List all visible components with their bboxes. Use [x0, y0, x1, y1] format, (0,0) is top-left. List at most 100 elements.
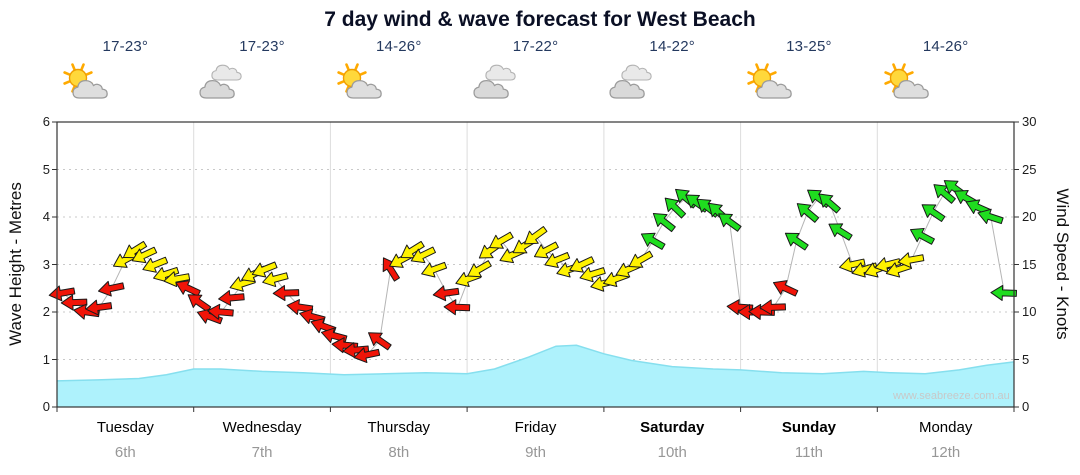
- day-date: 11th: [794, 444, 823, 461]
- wind-axis-tick: 25: [1022, 161, 1037, 177]
- wind-arrow: [772, 280, 799, 297]
- partly-sunny-icon: [881, 61, 1011, 105]
- day-header-tuesday: 17-23°: [60, 38, 190, 105]
- day-header-wednesday: 17-23°: [197, 38, 327, 105]
- wind-arrow: [579, 266, 606, 283]
- day-name-tuesday: Tuesday: [96, 419, 154, 436]
- wave-axis-tick: 1: [42, 351, 50, 367]
- wind-arrow: [131, 246, 158, 264]
- wind-axis-tick: 10: [1022, 304, 1037, 319]
- day-name-thursday: Thursday: [367, 419, 431, 436]
- wind-axis-tick: 5: [1022, 351, 1030, 367]
- day-name-friday: Friday: [514, 419, 557, 436]
- day-header-saturday: 14-22°: [607, 38, 737, 105]
- temperature-range: 14-26°: [922, 38, 969, 55]
- wind-arrow: [759, 299, 786, 316]
- day-date: 6th: [114, 444, 136, 461]
- wind-arrow: [533, 241, 559, 259]
- wind-arrow: [443, 299, 471, 316]
- cloud-icon: [756, 80, 792, 99]
- wind-arrow: [48, 285, 76, 302]
- wind-arrow: [262, 271, 289, 288]
- wave-axis-tick: 2: [42, 304, 50, 319]
- right-axis-title: Wind Speed - Knots: [1053, 188, 1072, 340]
- wind-arrow: [726, 299, 754, 316]
- temperature-range: 17-22°: [512, 38, 559, 55]
- wind-arrow: [467, 260, 492, 278]
- wind-arrow: [320, 327, 348, 344]
- cloud-icon: [609, 80, 646, 99]
- wind-arrow: [400, 240, 425, 259]
- wind-axis-tick: 30: [1022, 114, 1037, 129]
- cloudy-icon: [607, 61, 737, 105]
- wind-axis-tick: 20: [1022, 209, 1037, 224]
- day-date: 9th: [525, 444, 546, 461]
- day-header-sunday: 13-25°: [744, 38, 874, 105]
- wind-arrow: [196, 308, 223, 325]
- wind-arrow: [524, 226, 548, 245]
- day-header-monday: 14-26°: [881, 38, 1011, 105]
- temperature-range: 14-26°: [375, 38, 422, 55]
- wave-axis-tick: 3: [42, 256, 50, 272]
- wind-arrow: [718, 213, 742, 232]
- wind-arrow: [921, 204, 946, 222]
- wind-arrow: [640, 232, 666, 250]
- temperature-range: 14-22°: [649, 38, 695, 55]
- wind-arrow: [897, 252, 925, 269]
- wind-arrow: [85, 299, 113, 316]
- wind-arrow: [569, 256, 595, 273]
- day-name-sunday: Sunday: [781, 419, 837, 436]
- day-name-monday: Monday: [918, 419, 973, 436]
- day-date: 10th: [657, 444, 687, 461]
- wind-arrow: [342, 342, 370, 359]
- wind-arrow: [664, 197, 687, 219]
- temperature-range: 17-23°: [239, 38, 285, 55]
- wind-arrow: [175, 280, 201, 297]
- wind-arrow: [796, 203, 820, 223]
- wave-axis-tick: 4: [42, 209, 50, 224]
- day-name-wednesday: Wednesday: [222, 419, 302, 436]
- cloud-icon: [472, 80, 509, 99]
- wind-arrow: [432, 285, 460, 302]
- temperature-range: 13-25°: [786, 38, 832, 55]
- cloud-icon: [211, 64, 242, 81]
- wind-arrow: [97, 280, 125, 297]
- wave-axis-tick: 0: [42, 399, 50, 414]
- wind-arrow: [153, 266, 180, 283]
- wind-axis-tick: 0: [1022, 399, 1030, 414]
- wind-arrow: [933, 184, 956, 204]
- cloud-icon: [199, 80, 235, 99]
- wind-arrow: [628, 250, 654, 268]
- wind-arrow: [207, 303, 234, 320]
- wind-arrow: [142, 256, 169, 273]
- cloud-icon: [72, 80, 109, 99]
- wind-arrow: [784, 232, 809, 251]
- wave-height-area: [57, 345, 1014, 407]
- wind-arrow: [828, 223, 853, 241]
- day-header-friday: 17-22°: [471, 38, 601, 105]
- partly-sunny-icon: [334, 61, 464, 105]
- wave-height-line: [56, 344, 1015, 382]
- wind-arrow: [368, 332, 392, 351]
- wind-arrow: [187, 294, 212, 313]
- wind-arrow: [122, 240, 148, 259]
- temperature-range: 17-23°: [102, 38, 149, 55]
- partly-sunny-icon: [60, 61, 190, 105]
- cloudy-icon: [471, 61, 601, 105]
- page-title: 7 day wind & wave forecast for West Beac…: [324, 8, 756, 31]
- wind-arrow: [421, 261, 448, 278]
- wind-arrow: [489, 231, 514, 249]
- day-name-saturday: Saturday: [640, 419, 705, 436]
- day-date: 8th: [388, 444, 410, 461]
- wind-arrow: [838, 257, 866, 273]
- wind-arrow: [331, 337, 359, 354]
- wind-arrow: [652, 212, 676, 233]
- day-date: 12th: [931, 444, 961, 461]
- wind-arrow: [874, 257, 902, 273]
- watermark: www.seabreeze.com.au: [893, 390, 1010, 402]
- day-header-thursday: 14-26°: [334, 38, 464, 105]
- left-axis-title: Wave Height - Metres: [6, 182, 25, 346]
- wind-axis-tick: 15: [1022, 256, 1037, 272]
